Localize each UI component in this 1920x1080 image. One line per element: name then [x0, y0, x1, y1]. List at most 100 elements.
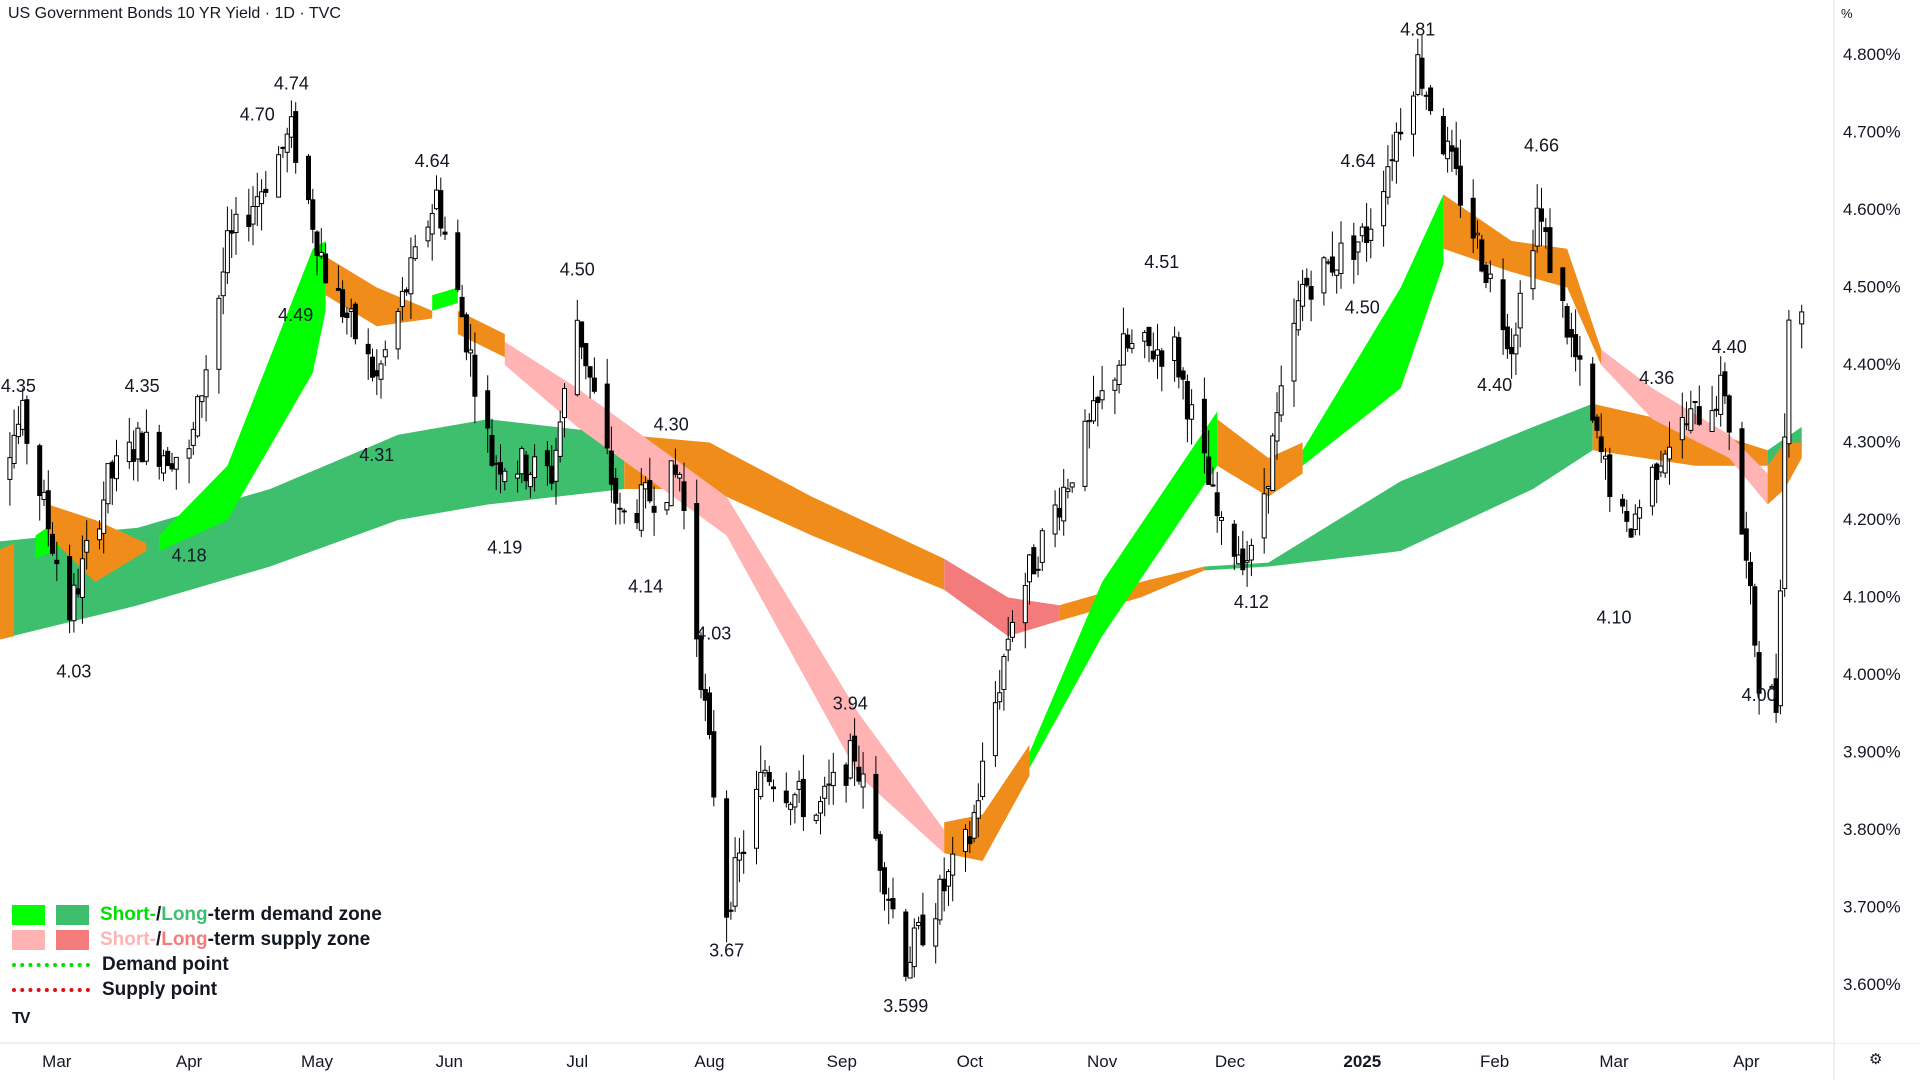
candle-down — [523, 454, 529, 482]
y-axis: 4.800% 4.700% 4.600% 4.500% 4.400% 4.300% 4.20… — [1835, 0, 1920, 1043]
chart-title: US Government Bonds 10 YR Yield · 1D · T… — [8, 5, 341, 22]
y-tick-label: 4.400% — [1843, 355, 1901, 374]
candle-down — [613, 477, 619, 504]
x-tick-label: Mar — [42, 1052, 72, 1071]
zone-band — [159, 241, 326, 551]
price-annotation: 4.12 — [1234, 592, 1269, 612]
candle-up — [886, 898, 892, 901]
candle-down — [335, 288, 341, 291]
candle-up — [1389, 159, 1395, 162]
candle-down — [741, 851, 747, 855]
candle-up — [429, 213, 435, 235]
y-tick-label: 3.600% — [1843, 975, 1901, 994]
price-annotation: 4.03 — [696, 624, 731, 644]
candle-up — [1445, 140, 1451, 160]
price-annotation: 4.74 — [274, 74, 309, 94]
candle-down — [1748, 561, 1753, 587]
candle-down — [1504, 326, 1510, 350]
zone-band — [1302, 194, 1444, 466]
candle-down — [583, 343, 589, 367]
zone-band — [1204, 403, 1593, 571]
x-tick-label: Nov — [1087, 1052, 1118, 1071]
candle-up — [1129, 343, 1135, 349]
candles-layer — [7, 35, 1805, 982]
candle-up — [1091, 400, 1096, 422]
x-tick-label: 2025 — [1343, 1052, 1381, 1071]
legend-demand-point-text: Demand point — [102, 953, 229, 975]
candle-up — [220, 271, 226, 297]
y-tick-label: 4.500% — [1843, 278, 1901, 297]
y-tick-label: 3.900% — [1843, 743, 1901, 762]
candle-up — [911, 927, 917, 968]
price-annotation: 4.51 — [1144, 252, 1179, 272]
candle-up — [1637, 507, 1643, 519]
candle-up — [1086, 420, 1092, 423]
candle-up — [574, 319, 580, 396]
candle-up — [1061, 486, 1067, 522]
candle-down — [37, 445, 43, 497]
candle-up — [1475, 232, 1480, 236]
candle-up — [186, 448, 192, 459]
tradingview-logo[interactable]: TV — [12, 1010, 31, 1027]
candle-up — [963, 828, 968, 852]
candle-up — [1155, 349, 1160, 356]
candle-up — [1248, 544, 1254, 561]
legend-rest-text: -term supply zone — [207, 928, 371, 950]
candle-up — [830, 771, 836, 787]
candle-down — [1594, 416, 1600, 431]
candle-down — [1329, 256, 1335, 273]
candle-up — [161, 455, 166, 474]
candle-up — [1487, 273, 1493, 279]
candle-up — [1688, 408, 1694, 431]
candle-down — [672, 464, 678, 475]
candle-up — [1005, 638, 1011, 651]
price-annotation: 4.40 — [1712, 337, 1747, 357]
candle-up — [408, 257, 414, 295]
legend-sep: / — [155, 928, 162, 950]
settings-icon[interactable]: ⚙ — [1869, 1051, 1883, 1068]
candle-up — [1786, 319, 1792, 445]
candle-up — [975, 800, 981, 819]
candle-down — [1568, 329, 1574, 338]
price-annotation: 4.18 — [172, 546, 207, 566]
candle-down — [1628, 528, 1634, 538]
candle-down — [1304, 277, 1310, 286]
candle-down — [1598, 436, 1604, 453]
candle-up — [1684, 423, 1689, 426]
candle-up — [135, 427, 141, 460]
candle-up — [1393, 131, 1399, 162]
candle-down — [156, 431, 162, 467]
candle-up — [1718, 374, 1724, 415]
candle-up — [190, 428, 196, 446]
candle-up — [1415, 54, 1421, 95]
candle-down — [698, 635, 704, 691]
candle-up — [762, 769, 768, 774]
candle-down — [1056, 508, 1062, 518]
candle-down — [1713, 408, 1719, 411]
candle-up — [557, 421, 563, 457]
candle-up — [425, 226, 431, 242]
candle-up — [1513, 334, 1519, 355]
candle-down — [1351, 235, 1357, 260]
candle-up — [288, 116, 294, 138]
price-annotation: 4.66 — [1524, 136, 1559, 156]
price-annotation: 4.03 — [56, 662, 91, 682]
candle-up — [818, 801, 823, 814]
candle-down — [1470, 197, 1476, 239]
candle-down — [459, 296, 465, 318]
candle-up — [1116, 364, 1122, 385]
candle-down — [442, 231, 448, 235]
candle-up — [1270, 435, 1276, 491]
legend-demand-point: Demand point — [12, 952, 382, 977]
candle-down — [1722, 371, 1728, 397]
candle-up — [822, 785, 828, 799]
candle-down — [1159, 350, 1165, 367]
candle-up — [101, 499, 107, 534]
candle-up — [758, 771, 764, 798]
candle-down — [1573, 334, 1579, 358]
candle-down — [1214, 492, 1220, 517]
candle-down — [882, 867, 887, 895]
candle-up — [276, 154, 282, 198]
candle-up — [1189, 404, 1195, 420]
